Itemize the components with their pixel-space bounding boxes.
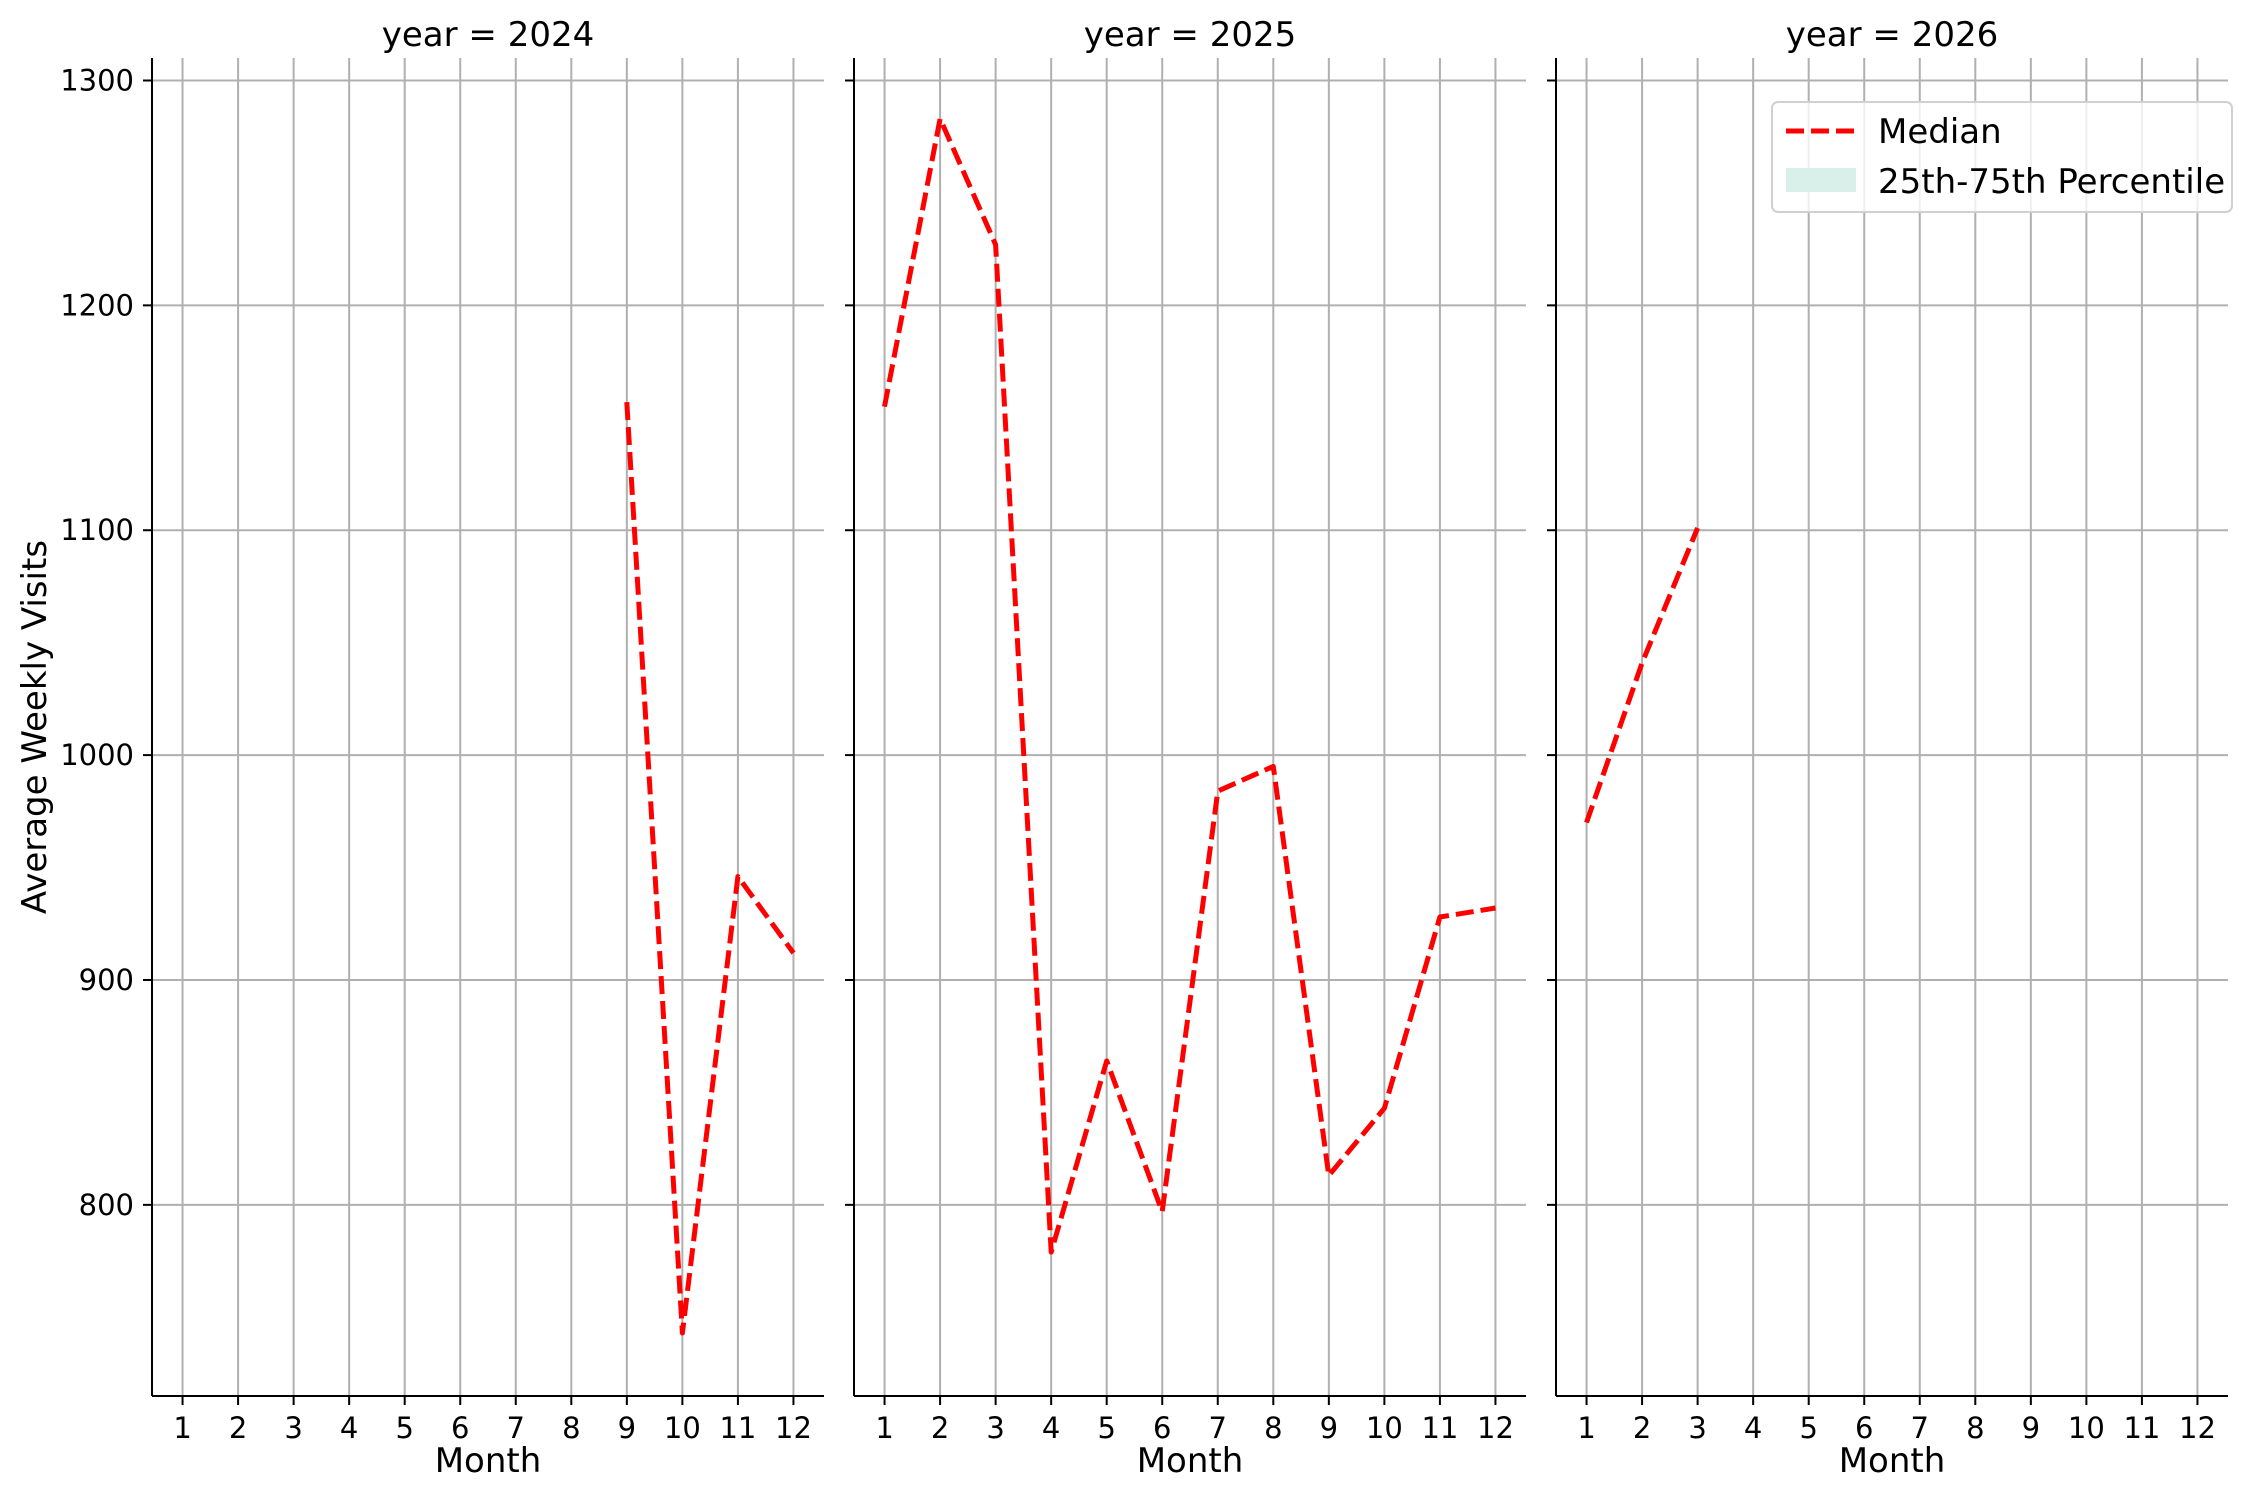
x-tick-label: 6 [1855, 1411, 1873, 1445]
legend-median-label: Median [1878, 112, 2002, 152]
legend-percentile-label: 25th-75th Percentile [1878, 162, 2225, 202]
y-axis-label: Average Weekly Visits [15, 540, 55, 914]
x-tick-label: 10 [664, 1411, 701, 1445]
y-tick-label: 1100 [60, 513, 134, 547]
x-tick-label: 8 [562, 1411, 580, 1445]
x-tick-label: 3 [986, 1411, 1004, 1445]
panel-title: year = 2026 [1786, 15, 1998, 55]
x-tick-label: 5 [395, 1411, 413, 1445]
x-tick-label: 6 [1153, 1411, 1171, 1445]
x-tick-label: 4 [1042, 1411, 1060, 1445]
panel-title: year = 2025 [1084, 15, 1296, 55]
x-tick-label: 2 [1633, 1411, 1651, 1445]
y-tick-label: 800 [79, 1188, 134, 1222]
x-tick-label: 11 [2123, 1411, 2160, 1445]
x-tick-label: 12 [775, 1411, 812, 1445]
legend-percentile-swatch [1786, 168, 1856, 192]
legend-box [1771, 101, 2233, 213]
x-tick-label: 4 [340, 1411, 358, 1445]
x-tick-label: 5 [1097, 1411, 1115, 1445]
x-tick-label: 2 [931, 1411, 949, 1445]
x-axis-label: Month [1839, 1441, 1946, 1481]
x-tick-label: 1 [1577, 1411, 1595, 1445]
y-tick-label: 900 [79, 963, 134, 997]
x-tick-label: 3 [1688, 1411, 1706, 1445]
x-tick-label: 9 [2022, 1411, 2040, 1445]
x-tick-label: 9 [618, 1411, 636, 1445]
x-tick-label: 2 [229, 1411, 247, 1445]
x-tick-label: 8 [1264, 1411, 1282, 1445]
x-tick-label: 8 [1966, 1411, 1984, 1445]
x-tick-label: 10 [2068, 1411, 2105, 1445]
x-tick-label: 12 [1477, 1411, 1514, 1445]
x-tick-label: 7 [1209, 1411, 1227, 1445]
x-tick-label: 7 [507, 1411, 525, 1445]
panel-title: year = 2024 [382, 15, 594, 55]
x-tick-label: 6 [451, 1411, 469, 1445]
median-series-line [1584, 527, 1700, 824]
x-axis-label: Month [435, 1441, 542, 1481]
x-tick-label: 11 [719, 1411, 756, 1445]
x-tick-label: 1 [875, 1411, 893, 1445]
y-tick-label: 1000 [60, 738, 134, 772]
x-tick-label: 4 [1744, 1411, 1762, 1445]
x-tick-label: 5 [1799, 1411, 1817, 1445]
x-tick-label: 3 [284, 1411, 302, 1445]
y-tick-label: 1200 [60, 288, 134, 322]
x-tick-label: 10 [1366, 1411, 1403, 1445]
x-tick-label: 12 [2179, 1411, 2216, 1445]
x-tick-label: 9 [1320, 1411, 1338, 1445]
x-axis-label: Month [1137, 1441, 1244, 1481]
y-tick-label: 1300 [60, 63, 134, 97]
x-tick-label: 1 [173, 1411, 191, 1445]
x-tick-label: 11 [1421, 1411, 1458, 1445]
median-series-line [624, 401, 796, 1336]
median-series-line [882, 116, 1496, 1255]
x-tick-label: 7 [1911, 1411, 1929, 1445]
